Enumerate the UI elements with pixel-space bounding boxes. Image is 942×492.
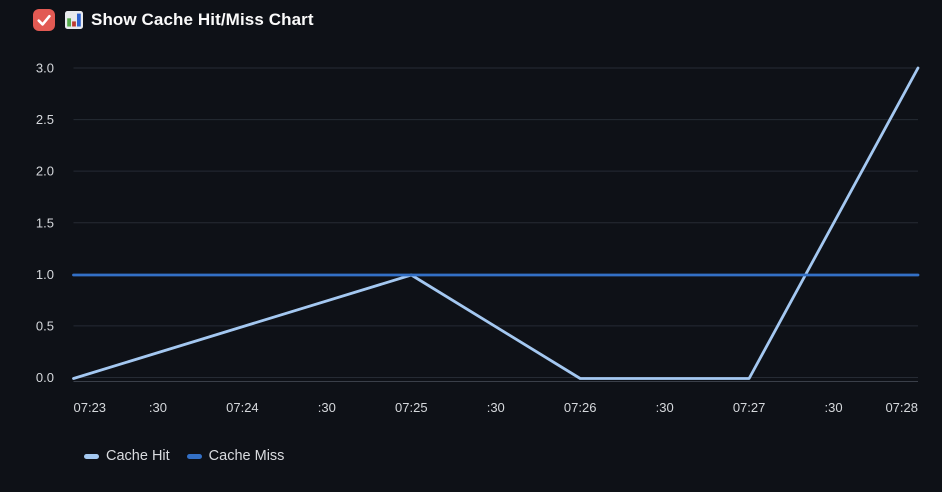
x-tick-label: :30 [487,400,505,415]
x-tick-label: 07:26 [564,400,597,415]
x-tick-label: :30 [149,400,167,415]
x-tick-label: 07:24 [226,400,259,415]
y-tick-label: 2.0 [36,164,54,179]
x-tick-label: 07:27 [733,400,766,415]
legend-item-cache-miss[interactable]: Cache Miss [186,448,285,464]
x-tick-label: :30 [656,400,674,415]
x-tick-label: 07:28 [885,400,918,415]
checkbox-checked[interactable] [33,9,55,31]
legend-label-cache-hit: Cache Hit [106,448,170,464]
checkbox-label-wrap[interactable]: Show Cache Hit/Miss Chart [64,10,314,30]
cache-miss-swatch [186,453,202,459]
x-tick-label: :30 [318,400,336,415]
checkmark-icon [37,14,51,26]
y-tick-label: 0.5 [36,318,54,333]
y-tick-label: 2.5 [36,112,54,127]
checkbox-label[interactable]: Show Cache Hit/Miss Chart [91,10,314,29]
gridlines [73,67,918,378]
legend-label-cache-miss: Cache Miss [208,448,285,464]
x-axis-labels: 07:23 :30 07:24 :30 07:25 :30 07:26 :30 07:27 :30… [74,400,919,415]
legend-item-cache-hit[interactable]: Cache Hit [84,448,170,464]
x-tick-label: :30 [825,400,843,415]
y-tick-label: 0.0 [36,370,54,385]
y-tick-label: 3.0 [36,61,54,76]
y-tick-label: 1.0 [36,267,54,282]
y-axis-labels: 0.0 0.5 1.0 1.5 2.0 2.5 3.0 [36,61,54,386]
y-tick-label: 1.5 [36,215,54,230]
x-tick-label: 07:23 [74,400,107,415]
cache-hit-swatch [84,453,99,459]
x-tick-label: 07:25 [395,400,428,415]
bar-chart-emoji-icon [65,11,83,29]
chart-legend: Cache Hit Cache Miss [84,448,284,464]
show-chart-checkbox-row[interactable]: Show Cache Hit/Miss Chart [33,9,314,31]
